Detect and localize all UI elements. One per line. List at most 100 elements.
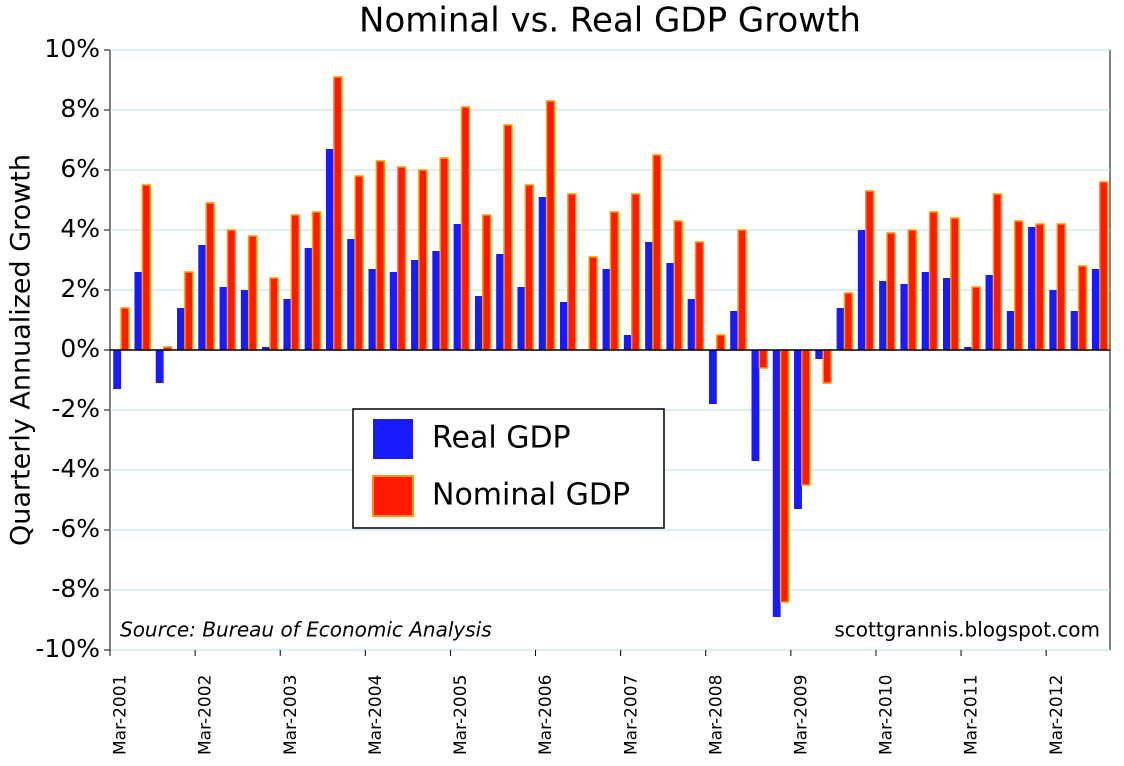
chart-title: Nominal vs. Real GDP Growth [359, 1, 861, 41]
bar [517, 287, 526, 350]
bar [368, 269, 377, 350]
x-tick-label: Mar-2002 [196, 675, 216, 755]
bar [652, 154, 662, 351]
bar [737, 229, 747, 351]
bar [134, 272, 143, 350]
y-tick-label: 10% [44, 34, 100, 63]
bar [645, 242, 653, 350]
bar [240, 290, 249, 350]
bar [205, 202, 215, 351]
bar [1028, 227, 1036, 350]
bar [730, 311, 739, 350]
bar [1070, 311, 1079, 350]
bar [602, 269, 611, 350]
bar [1035, 223, 1045, 351]
bar [396, 166, 407, 351]
y-tick-label: 0% [60, 334, 100, 363]
legend-label: Nominal GDP [432, 478, 630, 513]
bar [453, 224, 462, 350]
y-tick-label: -10% [35, 634, 100, 663]
bar [779, 349, 790, 603]
x-tick-label: Mar-2006 [536, 675, 556, 755]
x-tick-label: Mar-2009 [791, 675, 811, 755]
bar [928, 211, 939, 351]
bar [354, 175, 364, 351]
bar [1006, 311, 1015, 350]
bar [247, 235, 258, 351]
bar [772, 350, 781, 617]
x-tick-label: Mar-2010 [877, 675, 897, 755]
bar [588, 256, 598, 351]
bar [900, 284, 909, 350]
bar [985, 275, 994, 350]
legend-swatch [372, 475, 414, 517]
x-tick-label: Mar-2008 [706, 675, 726, 755]
bar [857, 230, 866, 350]
bar [864, 190, 875, 351]
bar [623, 335, 632, 350]
bar [113, 350, 122, 389]
bar [687, 299, 696, 350]
bar [347, 239, 356, 350]
bar [801, 349, 811, 486]
legend-label: Real GDP [432, 421, 571, 456]
bar [269, 277, 279, 351]
bar [177, 308, 185, 350]
bar [1056, 223, 1066, 351]
bar [304, 248, 313, 350]
bar [418, 169, 428, 351]
bar [460, 106, 471, 351]
y-tick-label: 8% [60, 94, 100, 123]
bar [496, 254, 505, 350]
bar [609, 211, 620, 351]
bar [942, 278, 951, 350]
bar [538, 197, 547, 350]
bar [567, 193, 577, 351]
bar [560, 302, 568, 350]
bar [815, 350, 824, 359]
bar [1077, 265, 1088, 351]
x-tick-label: Mar-2003 [281, 675, 301, 755]
bar [950, 217, 960, 351]
bar [751, 350, 760, 461]
bar [184, 271, 194, 351]
bar [836, 308, 845, 350]
bar [921, 272, 930, 350]
x-tick-label: Mar-2007 [621, 675, 641, 755]
bar [439, 157, 449, 351]
y-tick-label: -2% [51, 394, 100, 423]
bar [283, 299, 292, 350]
bar [843, 292, 854, 351]
bar [325, 149, 334, 350]
bar [375, 160, 386, 351]
bar [1091, 269, 1100, 350]
bar [389, 272, 398, 350]
x-tick-label: Mar-2005 [451, 675, 471, 755]
bar [474, 296, 483, 350]
bar [879, 281, 888, 350]
bar [794, 350, 802, 509]
source-note: Source: Bureau of Economic Analysis [120, 618, 492, 642]
bar [694, 241, 705, 351]
bar [141, 184, 151, 351]
y-tick-label: 4% [60, 214, 100, 243]
bar [411, 260, 419, 350]
bar [120, 307, 130, 351]
credit-note: scottgrannis.blogspot.com [834, 618, 1100, 642]
bar [964, 347, 973, 350]
x-tick-label: Mar-2011 [962, 675, 982, 755]
bar [758, 349, 768, 369]
bar [545, 100, 556, 351]
bar [907, 229, 917, 351]
bar [822, 349, 832, 384]
y-tick-label: 6% [60, 154, 100, 183]
bar [198, 245, 207, 350]
y-tick-label: -8% [51, 574, 100, 603]
bar [311, 211, 322, 351]
bar [630, 193, 641, 351]
bar [333, 76, 343, 351]
bar [1013, 220, 1024, 351]
bar [432, 251, 441, 350]
x-tick-label: Mar-2012 [1047, 675, 1067, 755]
